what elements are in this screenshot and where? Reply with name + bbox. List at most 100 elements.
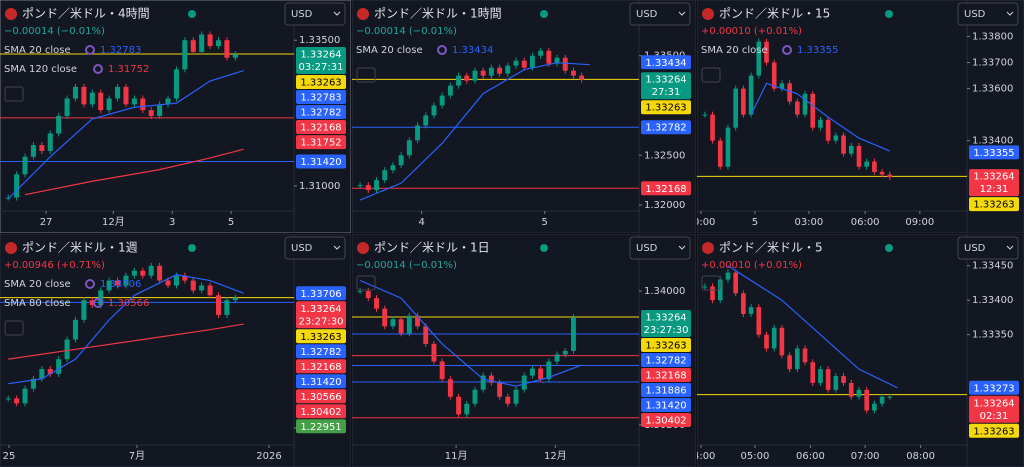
candle [131, 98, 137, 105]
y-tick-label: 1.33350 [972, 330, 1013, 341]
price-tag-label: 1.32782 [300, 347, 341, 358]
y-tick-label: 1.33500 [299, 35, 340, 46]
panel-title: ポンド／米ドル・15 [719, 7, 830, 21]
panel-content: 1.335001.325001.3200045ポンド／米ドル・1時間−0.000… [352, 0, 696, 233]
candle [795, 348, 800, 370]
candle [488, 67, 494, 76]
price-tag-label: 1.32168 [300, 122, 341, 133]
collapse-button[interactable] [4, 320, 24, 336]
price-tag-label: 1.33264 [300, 304, 341, 315]
candle [140, 270, 146, 276]
collapse-button[interactable] [701, 275, 721, 291]
price-tag [641, 72, 691, 100]
candle [841, 135, 846, 154]
candle [529, 368, 535, 376]
x-tick-label: 06:00 [796, 451, 825, 462]
panel-content: 1.33500 1.31000 27 12月 3 5 ポンド／米ドル・4時間 −0.00014… [0, 0, 351, 233]
candle [182, 275, 188, 281]
price-tag-countdown: 23:27:30 [644, 325, 689, 336]
price-tag [296, 404, 346, 419]
price-tag [641, 100, 691, 115]
candle [710, 286, 715, 301]
currency-dropdown[interactable] [284, 236, 346, 260]
candle [64, 339, 70, 360]
price-tag-label: 1.33263 [645, 103, 686, 114]
candle [39, 368, 45, 379]
sma-line [8, 274, 244, 385]
candle [717, 140, 723, 167]
collapse-button[interactable] [701, 67, 721, 83]
indicator-value: 1.32783 [100, 45, 141, 56]
candle [480, 70, 486, 76]
collapse-button[interactable] [356, 275, 376, 291]
chart-panel: 1.20000257月2026ポンド／米ドル・1週+0.00946 (+0.71… [0, 234, 351, 467]
candle [14, 398, 20, 404]
candle [521, 375, 527, 390]
y-tick-label: 1.32500 [644, 150, 685, 161]
currency-dropdown[interactable] [957, 236, 1019, 260]
candle [554, 354, 560, 362]
price-tag-label: 1.30402 [645, 415, 686, 426]
candle [22, 388, 28, 404]
candle [864, 161, 869, 167]
candle [215, 295, 222, 315]
chart-panel: 1.33800 1.33700 1.33600 1.33400 00:00 5 03:00 0… [697, 0, 1024, 233]
status-dot [188, 244, 196, 252]
candle [173, 275, 179, 286]
sma-line [727, 265, 898, 389]
price-change: +0.00946 (+0.71%) [4, 260, 105, 271]
candle [579, 75, 585, 80]
candle [756, 307, 762, 335]
price-change: −0.00014 (−0.01%) [356, 260, 457, 271]
price-change: +0.00010 (+0.01%) [701, 26, 802, 37]
indicator-value: 1.33434 [452, 45, 493, 56]
x-tick-label: 27 [40, 217, 53, 228]
status-dot [885, 10, 893, 18]
currency-dropdown[interactable] [284, 2, 346, 26]
candle [725, 127, 731, 167]
price-tag [969, 197, 1019, 212]
candle [779, 83, 785, 89]
candle [879, 396, 885, 404]
price-tag [641, 352, 691, 367]
price-tag-label: 1.33263 [973, 200, 1014, 211]
price-tag-label: 1.32782 [645, 355, 686, 366]
price-tag-label: 1.32168 [300, 362, 341, 373]
candle [887, 396, 893, 398]
price-tag-label: 1.32168 [645, 184, 686, 195]
candle [546, 50, 552, 64]
symbol-icon [702, 242, 714, 254]
currency-dropdown[interactable] [957, 2, 1019, 26]
status-dot [540, 244, 548, 252]
currency-label: USD [636, 243, 658, 254]
candle [488, 375, 494, 383]
price-tag-label: 1.33264 [645, 312, 686, 323]
panel-title: ポンド／米ドル・1時間 [374, 7, 502, 21]
x-tick-label: 04:00 [687, 451, 716, 462]
candle [398, 155, 404, 166]
currency-dropdown[interactable] [629, 2, 691, 26]
status-dot [885, 244, 893, 252]
candle [365, 185, 371, 191]
candle [856, 389, 862, 397]
panel-content: 1.33450 1.33400 1.33350 04:00 05:00 06:00 07:0… [687, 234, 1024, 467]
currency-dropdown[interactable] [629, 236, 691, 260]
candle [497, 382, 503, 397]
price-tag-label: 1.33264 [973, 398, 1014, 409]
candle [538, 368, 544, 380]
x-tick-label: 11月 [445, 450, 468, 462]
candle [887, 174, 893, 178]
collapse-button[interactable] [356, 67, 376, 83]
indicator-icon [782, 45, 792, 55]
chart-panel: 1.33450 1.33400 1.33350 04:00 05:00 06:00 07:0… [687, 234, 1024, 467]
collapse-button[interactable] [4, 86, 24, 102]
price-tag-countdown: 02:31 [980, 411, 1009, 422]
price-tag [296, 329, 346, 344]
price-tag [641, 337, 691, 352]
candle [106, 280, 112, 291]
panel-title: ポンド／米ドル・5 [719, 241, 823, 255]
chart-panel: 1.33500 1.31000 27 12月 3 5 ポンド／米ドル・4時間 −0.00014… [0, 0, 351, 233]
candle [513, 60, 519, 66]
y-tick-label: 1.33400 [972, 295, 1013, 306]
